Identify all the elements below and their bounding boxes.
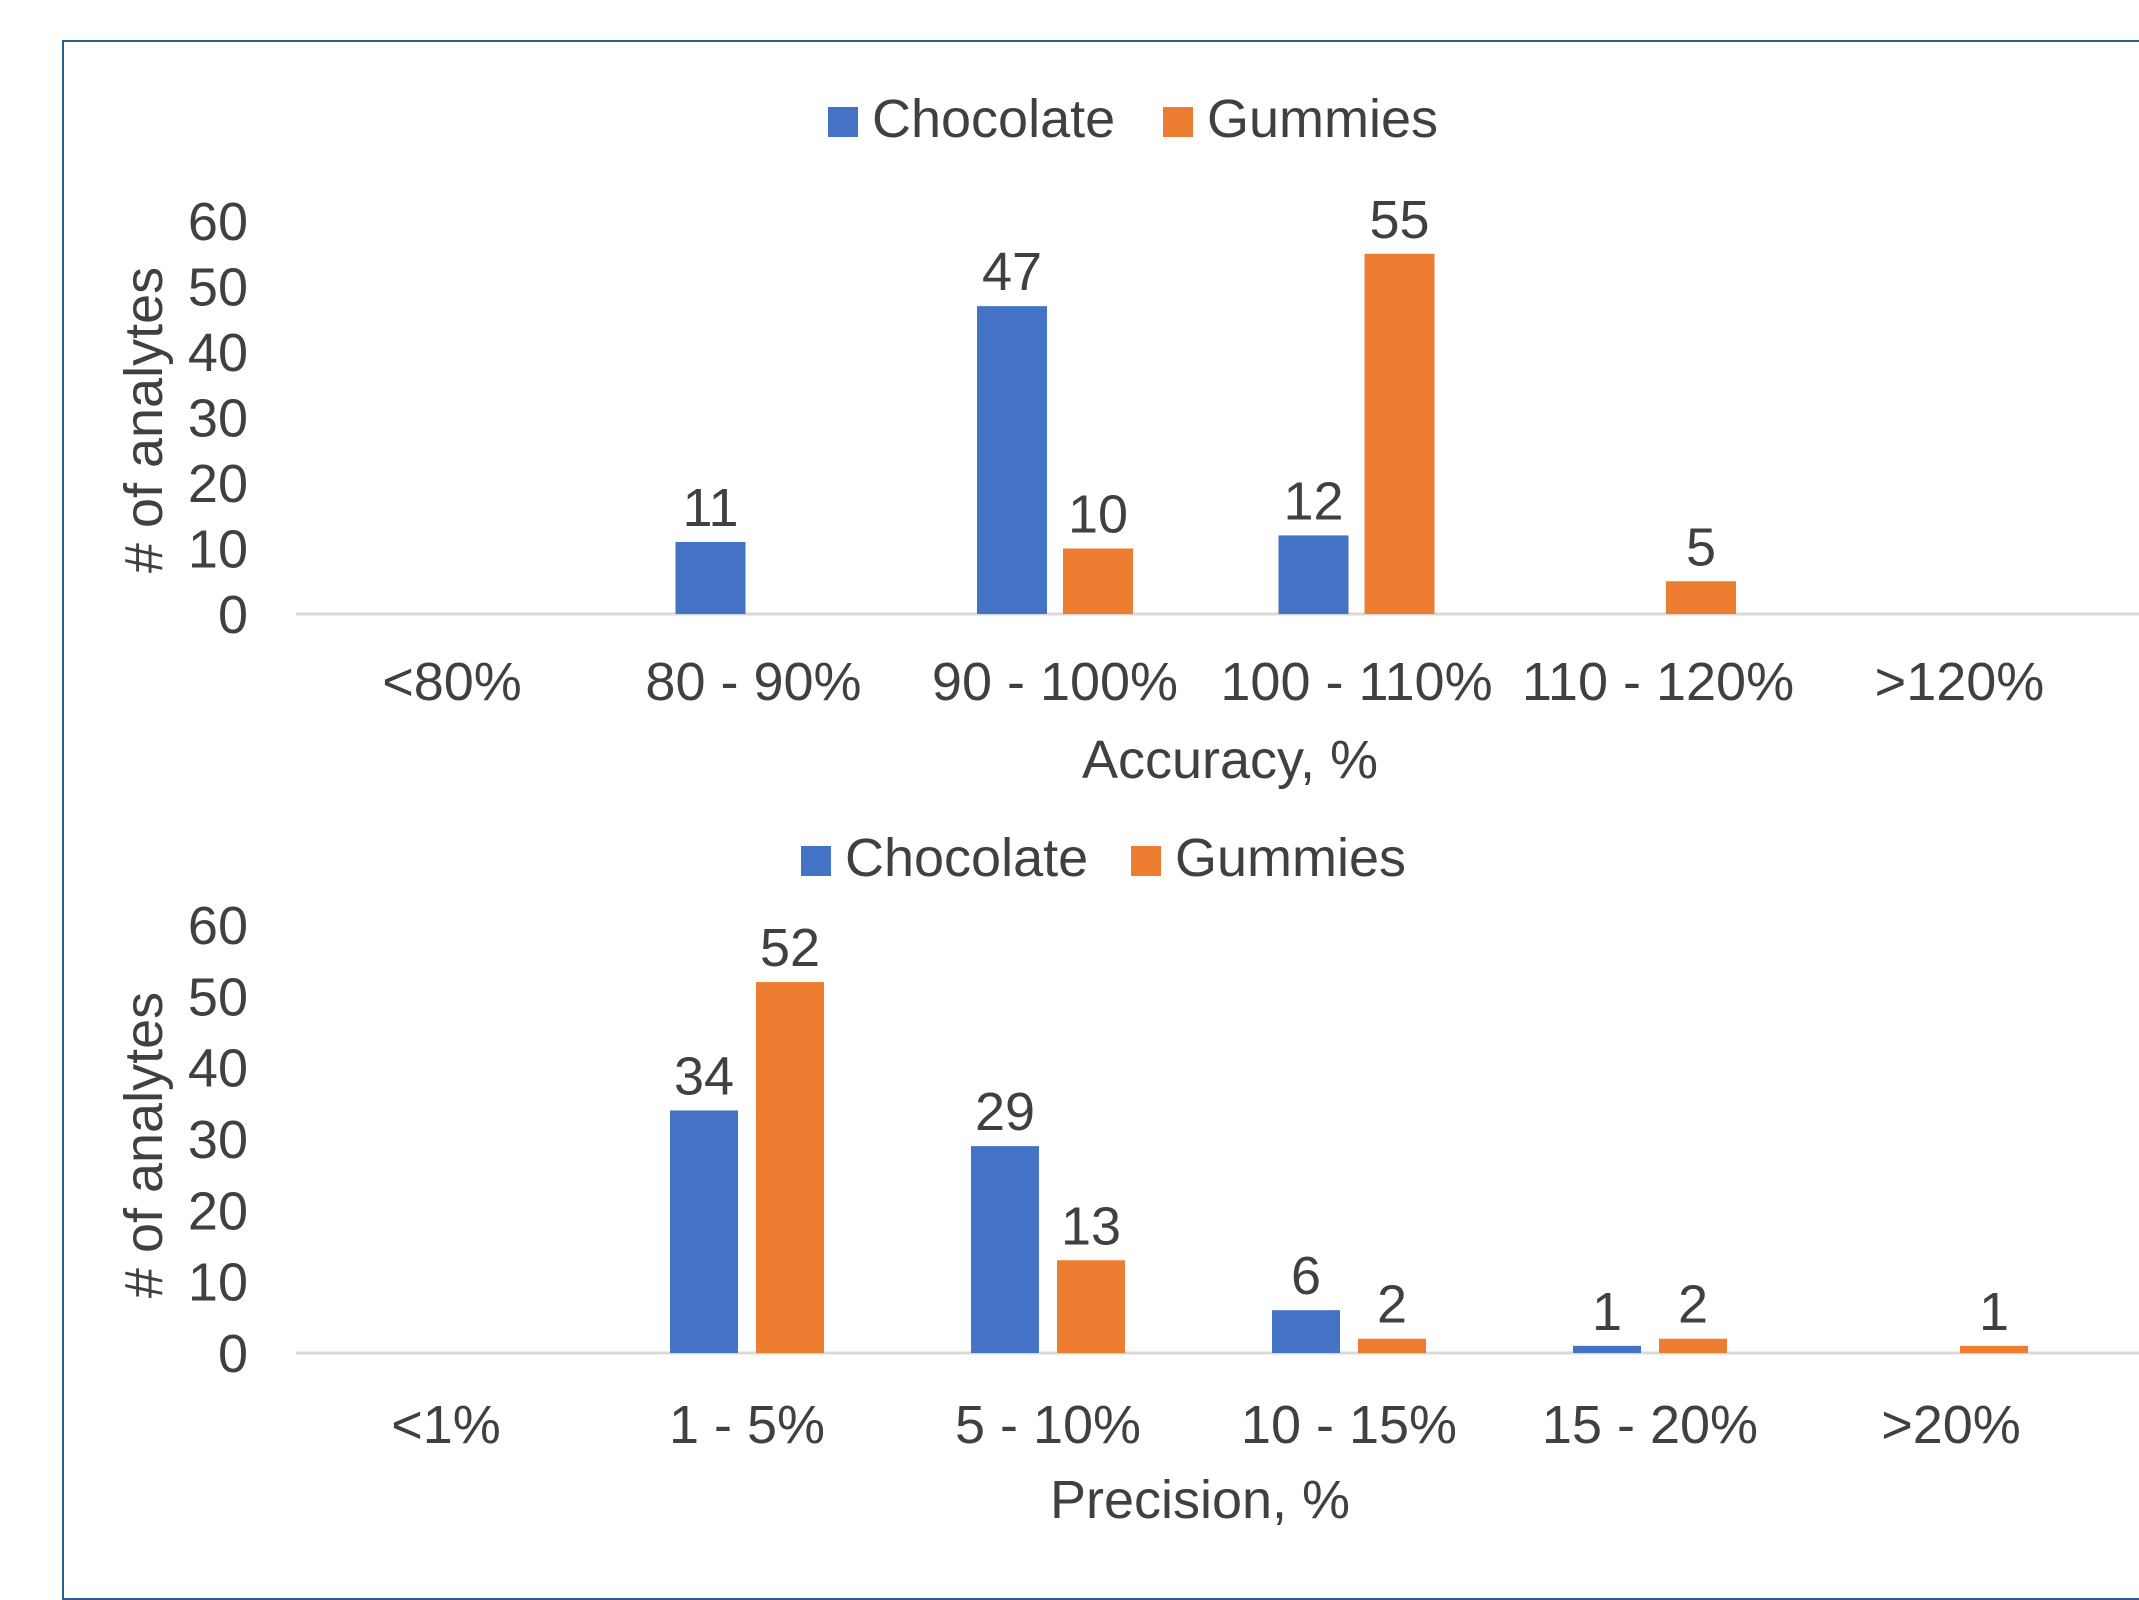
data-label-gummies: 1 [1979,1282,2009,1342]
y-tick-label: 0 [218,1324,248,1384]
bar-gummies [1960,1345,2028,1353]
x-tick-label: >120% [1875,652,2045,712]
legend-label-gummies: Gummies [1175,828,1406,888]
bars [670,982,2028,1353]
y-tick-label: 50 [188,967,248,1027]
accuracy-chart: Chocolate Gummies # of analytes 01020304… [114,89,2139,790]
bar-chocolate [977,306,1047,614]
bar-gummies [1364,253,1435,614]
x-tick-label: >20% [1881,1395,2021,1455]
bar-gummies [1057,1260,1125,1353]
y-tick-label: 30 [188,389,248,449]
legend-swatch-gummies [1131,846,1161,876]
x-tick-label: 15 - 20% [1542,1395,1758,1455]
bar-gummies [1063,548,1133,614]
bar-gummies [1358,1338,1426,1353]
x-tick-label: <1% [391,1395,501,1455]
data-label-chocolate: 11 [682,478,738,538]
bar-chocolate [1278,535,1349,614]
y-tick-label: 20 [188,454,248,514]
legend-label-gummies: Gummies [1207,89,1438,149]
x-tick-label: 110 - 120% [1522,652,1794,712]
charts-canvas: Chocolate Gummies # of analytes 01020304… [114,89,2139,1530]
bar-gummies [1666,581,1736,614]
y-tick-label: 50 [188,258,248,318]
x-tick-label: 100 - 110% [1220,652,1492,712]
y-tick-label: 10 [188,1253,248,1313]
accuracy-legend: Chocolate Gummies [828,89,1438,149]
y-tick-label: 60 [188,192,248,252]
precision-chart: Chocolate Gummies # of analytes 0 10 20 30 4… [114,828,2139,1530]
data-label-chocolate: 1 [1592,1282,1622,1342]
data-label-chocolate: 47 [982,242,1042,302]
y-tick-label: 40 [188,323,248,383]
legend-swatch-gummies [1163,107,1193,137]
x-tick-labels: <1% 1 - 5% 5 - 10% 10 - 15% 15 - 20% >20% [391,1395,2021,1455]
bar-gummies [756,982,824,1353]
y-tick-label: 60 [188,896,248,956]
y-axis-title: # of analytes [114,992,174,1298]
y-tick-label: 30 [188,1110,248,1170]
y-tick-label: 20 [188,1181,248,1241]
bar-chocolate [1272,1310,1340,1353]
bar-chocolate [1573,1345,1641,1353]
x-tick-label: 1 - 5% [669,1395,825,1455]
x-tick-labels: <80% 80 - 90% 90 - 100% 100 - 110% 110 - 120… [382,652,2044,712]
y-tick-label: 0 [218,585,248,645]
data-label-gummies: 55 [1369,190,1429,250]
legend-label-chocolate: Chocolate [872,89,1115,149]
data-label-gummies: 13 [1061,1196,1121,1256]
x-tick-label: 80 - 90% [645,652,861,712]
bar-chocolate [675,541,746,614]
data-label-chocolate: 29 [975,1082,1035,1142]
bar-gummies [1659,1338,1727,1353]
legend-swatch-chocolate [828,107,858,137]
data-label-gummies: 2 [1678,1275,1708,1335]
legend-label-chocolate: Chocolate [845,828,1088,888]
x-tick-label: 90 - 100% [932,652,1178,712]
bar-chocolate [971,1146,1039,1353]
x-axis-title: Precision, % [1050,1470,1350,1530]
data-label-gummies: 2 [1377,1275,1407,1335]
y-tick-labels: 0 10 20 30 40 50 60 [188,896,248,1384]
data-label-chocolate: 6 [1291,1246,1321,1306]
data-label-chocolate: 12 [1283,471,1343,531]
y-tick-label: 40 [188,1039,248,1099]
data-label-gummies: 10 [1068,485,1128,545]
legend-swatch-chocolate [801,846,831,876]
y-axis-title: # of analytes [114,267,174,573]
x-axis-title: Accuracy, % [1082,730,1378,790]
x-tick-label: <80% [382,652,522,712]
y-tick-label: 10 [188,520,248,580]
bar-chocolate [670,1110,738,1353]
precision-legend: Chocolate Gummies [801,828,1406,888]
data-label-gummies: 52 [760,918,820,978]
data-label-chocolate: 34 [674,1046,734,1106]
x-tick-label: 5 - 10% [955,1395,1141,1455]
x-tick-label: 10 - 15% [1241,1395,1457,1455]
bars [675,253,1736,614]
data-label-gummies: 5 [1686,517,1716,577]
